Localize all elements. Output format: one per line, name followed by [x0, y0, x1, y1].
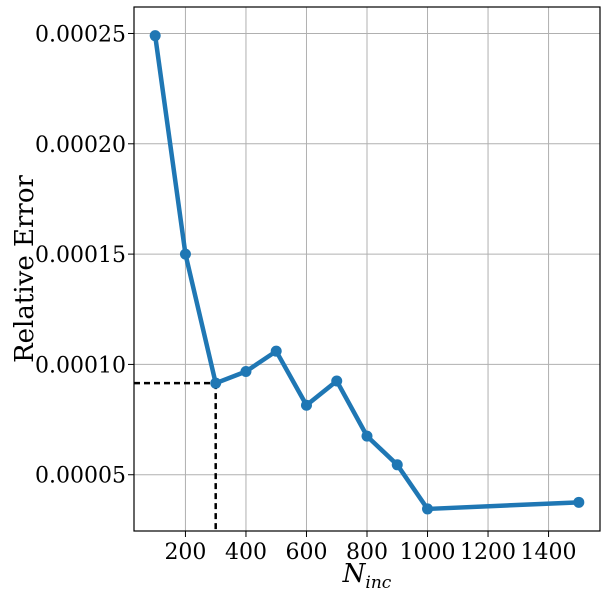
x-tick-label: 400	[225, 540, 267, 565]
data-point	[270, 345, 282, 357]
grid	[134, 7, 600, 531]
x-tick-label: 600	[285, 540, 327, 565]
y-tick-label: 0.00020	[35, 133, 126, 158]
data-point	[149, 30, 161, 42]
data-point	[331, 375, 343, 387]
y-axis-label: Relative Error	[10, 175, 40, 363]
data-point	[240, 365, 252, 377]
x-axis-label-main: N	[342, 559, 367, 589]
x-tick-label: 800	[346, 540, 388, 565]
x-axis-ticks: 200 400 600 800 1000 1200 1400	[164, 531, 577, 565]
data-point	[391, 459, 403, 471]
data-point	[361, 430, 373, 442]
y-tick-label: 0.00010	[35, 353, 126, 378]
series-layer	[149, 30, 585, 515]
x-tick-label: 1400	[521, 540, 577, 565]
x-tick-label: 1000	[400, 540, 456, 565]
data-point	[573, 496, 585, 508]
dashed-guides	[134, 381, 217, 531]
data-point	[210, 377, 222, 389]
data-point	[422, 503, 434, 515]
y-tick-label: 0.00005	[35, 464, 126, 489]
y-tick-label: 0.00015	[35, 243, 126, 268]
x-axis-label: Ninc	[342, 559, 392, 590]
y-axis-ticks: 0.00005 0.00010 0.00015 0.00020 0.00025	[35, 22, 134, 489]
data-point	[179, 248, 191, 260]
x-tick-label: 200	[164, 540, 206, 565]
data-point	[300, 399, 312, 411]
y-tick-label: 0.00025	[35, 22, 126, 47]
x-tick-label: 1200	[460, 540, 516, 565]
x-axis-label-subscript: inc	[365, 573, 391, 590]
